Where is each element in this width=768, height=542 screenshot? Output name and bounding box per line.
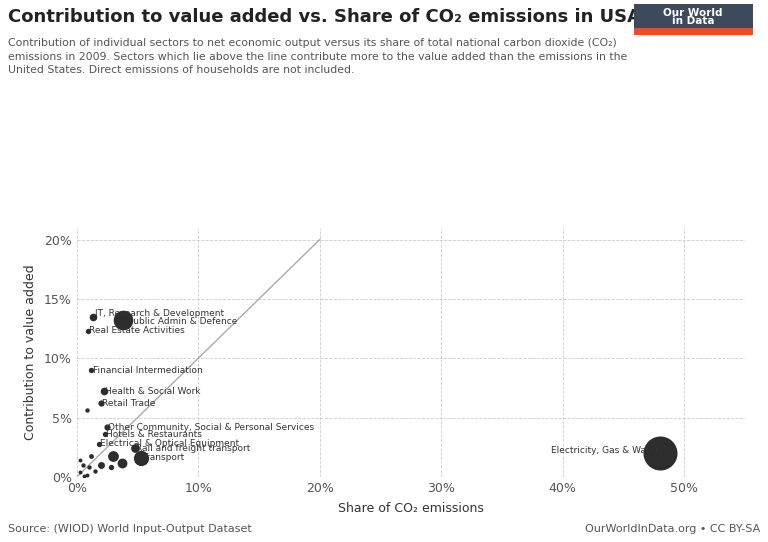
Point xyxy=(81,327,94,335)
Text: Contribution of individual sectors to net economic output versus its share of to: Contribution of individual sectors to ne… xyxy=(8,38,627,75)
Text: Hotels & Restaurants: Hotels & Restaurants xyxy=(106,430,202,438)
Point xyxy=(101,423,114,431)
Text: in Data: in Data xyxy=(672,16,714,27)
Point xyxy=(116,459,128,467)
Point xyxy=(98,430,111,438)
Text: Transport: Transport xyxy=(142,454,184,462)
Point xyxy=(85,366,98,375)
Y-axis label: Contribution to value added: Contribution to value added xyxy=(24,264,37,440)
Text: Rail and freight transport: Rail and freight transport xyxy=(137,444,250,453)
Point xyxy=(654,449,666,457)
Point xyxy=(95,461,108,469)
Point xyxy=(89,467,101,475)
Point xyxy=(135,454,147,462)
Text: Retail Trade: Retail Trade xyxy=(102,399,156,408)
Point xyxy=(74,468,87,476)
Point xyxy=(117,316,129,325)
Point xyxy=(98,387,110,396)
Point xyxy=(83,463,95,472)
Point xyxy=(85,451,98,460)
Point xyxy=(95,399,108,408)
Point xyxy=(92,440,104,448)
Text: Other Community, Social & Personal Services: Other Community, Social & Personal Servi… xyxy=(108,423,315,431)
Text: Public Admin & Defence: Public Admin & Defence xyxy=(127,317,237,326)
Point xyxy=(129,444,141,453)
Text: Contribution to value added vs. Share of CO₂ emissions in USA, 2009: Contribution to value added vs. Share of… xyxy=(8,8,704,26)
Text: Financial Intermediation: Financial Intermediation xyxy=(93,366,202,375)
Point xyxy=(107,451,119,460)
Text: Source: (WIOD) World Input-Output Dataset: Source: (WIOD) World Input-Output Datase… xyxy=(8,524,251,534)
Point xyxy=(87,312,99,321)
Point xyxy=(78,472,90,480)
Point xyxy=(81,406,93,415)
Text: Electricity, Gas & Water: Electricity, Gas & Water xyxy=(551,447,658,455)
Point xyxy=(77,461,89,469)
Text: Our World: Our World xyxy=(664,8,723,17)
Point xyxy=(104,463,117,472)
X-axis label: Share of CO₂ emissions: Share of CO₂ emissions xyxy=(338,502,484,515)
Text: Electrical & Optical Equipment: Electrical & Optical Equipment xyxy=(100,439,239,448)
Text: Health & Social Work: Health & Social Work xyxy=(104,387,200,396)
Point xyxy=(81,470,93,479)
Text: OurWorldInData.org • CC BY-SA: OurWorldInData.org • CC BY-SA xyxy=(585,524,760,534)
Text: Real Estate Activities: Real Estate Activities xyxy=(89,326,184,335)
Text: IT, Research & Development: IT, Research & Development xyxy=(95,308,224,318)
Point xyxy=(74,456,87,464)
